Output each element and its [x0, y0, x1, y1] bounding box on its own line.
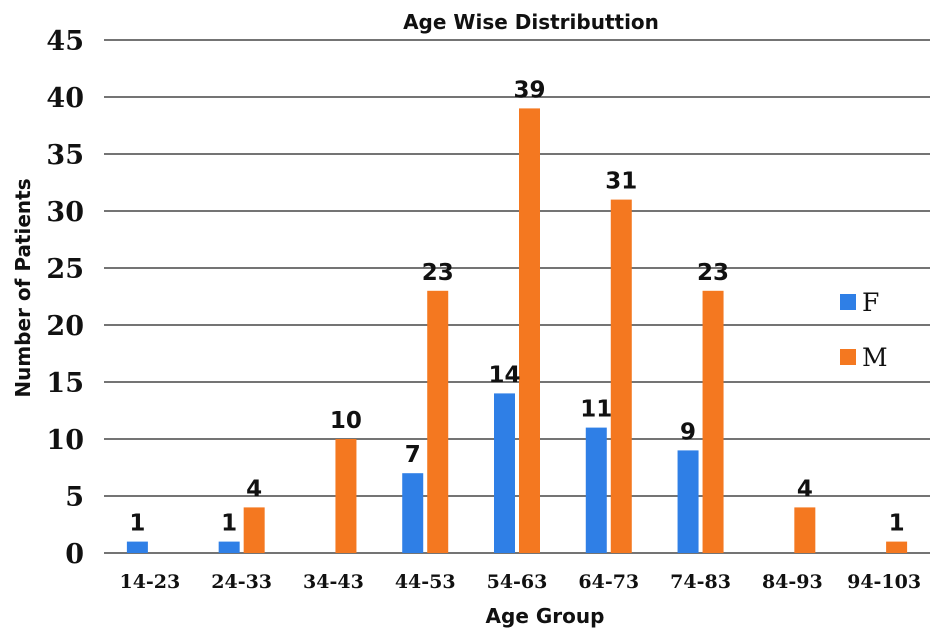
x-tick-label: 84-93	[762, 571, 823, 593]
bar-m	[794, 507, 816, 553]
data-label: 7	[405, 442, 421, 468]
x-axis-label: Age Group	[486, 604, 605, 628]
y-tick-label: 15	[46, 368, 84, 399]
y-axis-ticks: 0 5 10 15 20 25 30 35 40 45	[46, 26, 84, 570]
bar-m	[610, 199, 632, 553]
bar-m	[335, 439, 357, 553]
x-axis-ticks: 14-23 24-33 34-43 44-53 54-63 64-73 74-83 84-93…	[119, 571, 921, 593]
y-tick-label: 30	[46, 197, 84, 228]
data-label: 23	[697, 260, 729, 286]
data-label: 10	[330, 408, 362, 434]
x-tick-label: 14-23	[119, 571, 180, 593]
data-label: 4	[246, 476, 262, 502]
bar-f	[494, 393, 515, 553]
x-tick-label: 34-43	[303, 571, 364, 593]
legend-swatch-f	[840, 294, 856, 310]
x-tick-label: 64-73	[578, 571, 639, 593]
legend-label: M	[862, 343, 888, 372]
bar-m	[243, 507, 265, 553]
bar-m	[427, 290, 449, 553]
data-label: 9	[680, 419, 696, 445]
gridlines	[104, 39, 930, 554]
data-label: 39	[513, 77, 545, 103]
bars	[126, 108, 908, 554]
x-tick-label: 44-53	[395, 571, 456, 593]
legend: FM	[840, 288, 888, 372]
x-tick-label: 94-103	[847, 571, 921, 593]
data-label: 11	[580, 397, 612, 423]
y-tick-label: 35	[46, 140, 84, 171]
bar-m	[519, 108, 540, 554]
y-tick-label: 20	[46, 311, 84, 342]
y-tick-label: 0	[65, 539, 84, 570]
bar-f	[218, 541, 240, 553]
bar-f	[677, 450, 699, 553]
data-label: 23	[422, 260, 454, 286]
bar-m	[886, 541, 908, 553]
data-label: 1	[129, 511, 145, 537]
y-tick-label: 10	[46, 425, 84, 456]
y-tick-label: 45	[46, 26, 84, 57]
data-label: 31	[605, 169, 637, 195]
data-label: 14	[488, 362, 520, 388]
x-tick-label: 74-83	[670, 571, 731, 593]
bar-f	[126, 541, 148, 553]
legend-label: F	[862, 288, 879, 317]
bar-m	[702, 290, 724, 553]
x-tick-label: 24-33	[211, 571, 272, 593]
legend-swatch-m	[840, 349, 856, 365]
y-tick-label: 5	[65, 482, 84, 513]
bar-f	[585, 427, 607, 553]
data-label: 4	[797, 476, 813, 502]
chart-title: Age Wise Distributtion	[403, 10, 659, 34]
bar-f	[402, 473, 424, 553]
y-tick-label: 25	[46, 254, 84, 285]
y-tick-label: 40	[46, 83, 84, 114]
y-axis-label: Number of Patients	[11, 178, 35, 397]
data-label: 1	[889, 511, 905, 537]
x-tick-label: 54-63	[487, 571, 548, 593]
data-label: 1	[221, 511, 237, 537]
